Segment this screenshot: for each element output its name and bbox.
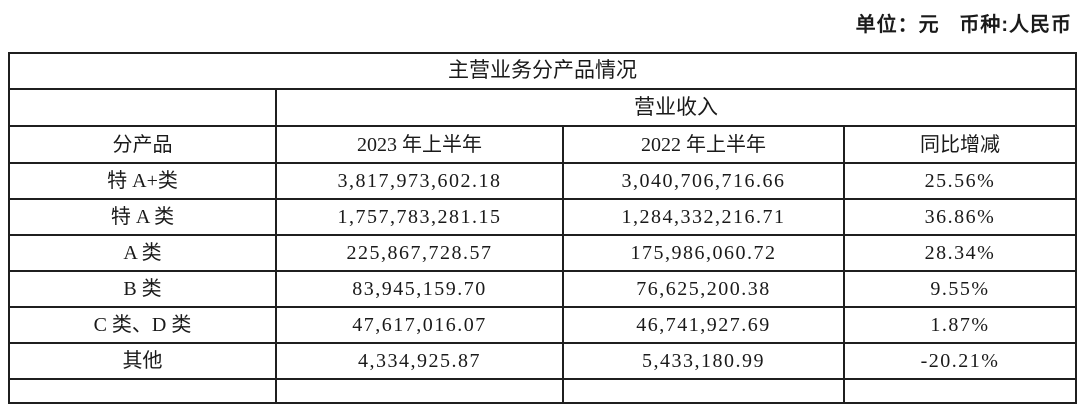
revenue-2023-cell: 4,334,925.87 (275, 342, 564, 380)
yoy-change-cell: 28.34% (843, 234, 1077, 272)
revenue-2023-cell: 225,867,728.57 (275, 234, 564, 272)
revenue-2023-cell: 47,617,016.07 (275, 306, 564, 344)
group-header-revenue: 营业收入 (275, 88, 1077, 127)
product-name-cell: A 类 (8, 234, 277, 272)
col-header-2022-h1: 2022 年上半年 (562, 125, 845, 164)
yoy-change-cell: 1.87% (843, 306, 1077, 344)
col-header-product: 分产品 (8, 125, 277, 164)
revenue-2022-cell: 3,040,706,716.66 (562, 162, 845, 200)
col-header-2023-h1: 2023 年上半年 (275, 125, 564, 164)
cutoff-cell (8, 378, 277, 404)
column-header-row: 分产品 2023 年上半年 2022 年上半年 同比增减 (8, 125, 1077, 164)
group-header-row: 营业收入 (8, 88, 1077, 127)
cutoff-next-row (8, 378, 1077, 404)
table-title-row: 主营业务分产品情况 (8, 52, 1077, 90)
product-name-cell: 其他 (8, 342, 277, 380)
table-row: 特 A 类 1,757,783,281.15 1,284,332,216.71 … (8, 198, 1077, 236)
yoy-change-cell: -20.21% (843, 342, 1077, 380)
yoy-change-cell: 9.55% (843, 270, 1077, 308)
table-row: B 类 83,945,159.70 76,625,200.38 9.55% (8, 270, 1077, 308)
revenue-2022-cell: 76,625,200.38 (562, 270, 845, 308)
yoy-change-cell: 25.56% (843, 162, 1077, 200)
product-name-cell: B 类 (8, 270, 277, 308)
unit-currency-label: 单位：元 币种:人民币 (855, 14, 1072, 36)
empty-corner-cell (8, 88, 277, 127)
product-name-cell: 特 A+类 (8, 162, 277, 200)
yoy-change-cell: 36.86% (843, 198, 1077, 236)
revenue-2023-cell: 83,945,159.70 (275, 270, 564, 308)
cutoff-cell (843, 378, 1077, 404)
table-row: A 类 225,867,728.57 175,986,060.72 28.34% (8, 234, 1077, 272)
product-name-cell: 特 A 类 (8, 198, 277, 236)
product-name-cell: C 类、D 类 (8, 306, 277, 344)
cutoff-cell (562, 378, 845, 404)
revenue-2023-cell: 1,757,783,281.15 (275, 198, 564, 236)
revenue-2022-cell: 1,284,332,216.71 (562, 198, 845, 236)
table-row: 其他 4,334,925.87 5,433,180.99 -20.21% (8, 342, 1077, 380)
table-title: 主营业务分产品情况 (8, 52, 1077, 90)
revenue-2022-cell: 46,741,927.69 (562, 306, 845, 344)
col-header-yoy-change: 同比增减 (843, 125, 1077, 164)
revenue-2022-cell: 175,986,060.72 (562, 234, 845, 272)
revenue-2022-cell: 5,433,180.99 (562, 342, 845, 380)
revenue-2023-cell: 3,817,973,602.18 (275, 162, 564, 200)
product-revenue-table: 主营业务分产品情况 营业收入 分产品 2023 年上半年 2022 年上半年 同… (8, 52, 1077, 404)
table-row: 特 A+类 3,817,973,602.18 3,040,706,716.66 … (8, 162, 1077, 200)
cutoff-cell (275, 378, 564, 404)
table-row: C 类、D 类 47,617,016.07 46,741,927.69 1.87… (8, 306, 1077, 344)
